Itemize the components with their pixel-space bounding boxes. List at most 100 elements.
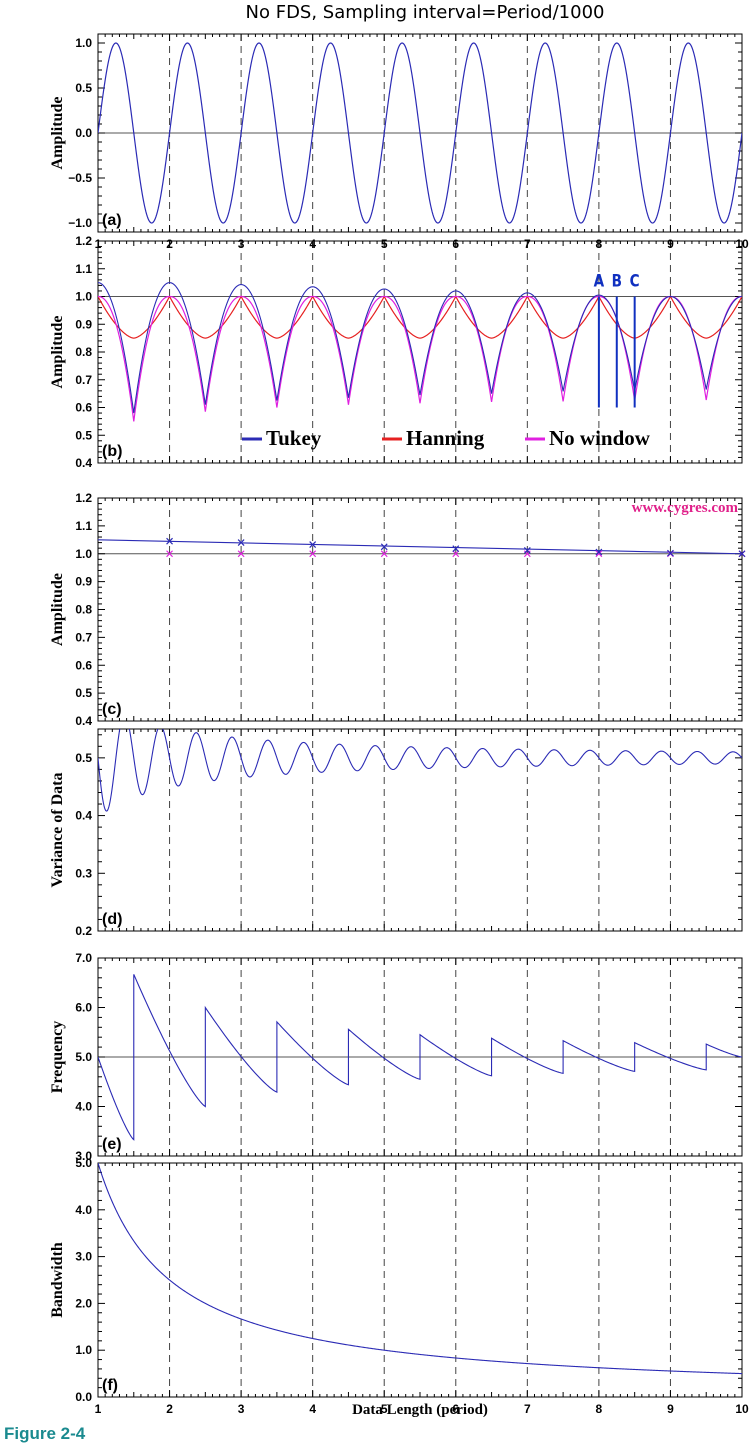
plot-area xyxy=(98,282,742,422)
y-tick-label: 0.6 xyxy=(75,401,92,415)
watermark-text: www.cygres.com xyxy=(632,500,739,516)
plot-area xyxy=(98,1163,742,1375)
series-line-variance xyxy=(98,729,742,812)
y-tick-label: 0.8 xyxy=(75,603,92,617)
marker-label-c: C xyxy=(630,271,640,291)
y-tick-label: 1.2 xyxy=(75,491,92,505)
series-line-nowindow xyxy=(98,295,742,422)
data-point-nowindow xyxy=(380,550,388,558)
y-tick-label: 0.4 xyxy=(75,456,92,470)
y-tick-label: 7.0 xyxy=(75,951,92,965)
plot-area xyxy=(98,974,742,1141)
y-tick-label: 5.0 xyxy=(75,1050,92,1064)
y-tick-label: 0.4 xyxy=(75,809,92,823)
y-tick-label: 0.2 xyxy=(75,924,92,938)
x-tick-label: 1 xyxy=(95,1402,102,1416)
x-tick-label: 9 xyxy=(667,1402,674,1416)
y-tick-label: 1.0 xyxy=(75,547,92,561)
x-tick-label: 10 xyxy=(735,1402,749,1416)
chart-panel-a: −1.0−0.50.00.51.012345678910Amplitude(a) xyxy=(49,33,749,251)
y-tick-label: 0.9 xyxy=(75,317,92,331)
x-tick-label: 7 xyxy=(524,1402,531,1416)
y-tick-label: 0.0 xyxy=(75,126,92,140)
panel-tag: (e) xyxy=(102,1136,122,1153)
y-axis-label: Variance of Data xyxy=(49,773,66,888)
data-point-tukey xyxy=(309,541,317,548)
y-tick-label: 0.5 xyxy=(75,686,92,700)
y-axis-label: Amplitude xyxy=(49,316,66,389)
y-tick-label: 5.0 xyxy=(75,1156,92,1170)
data-point-nowindow xyxy=(595,550,603,558)
series-line-hanning xyxy=(98,295,742,339)
y-tick-label: 0.6 xyxy=(75,658,92,672)
plot-frame xyxy=(97,728,743,932)
y-tick-label: −1.0 xyxy=(68,216,92,230)
data-point-nowindow xyxy=(166,550,173,558)
series-line-bandwidth xyxy=(98,1163,742,1375)
plot-frame xyxy=(97,1162,743,1398)
y-tick-label: 0.7 xyxy=(75,373,92,387)
plot-area xyxy=(98,539,742,555)
chart-panel-d: 0.2 0.3 0.4 0.5 Variance of Data (d) xyxy=(49,728,743,938)
panels-group: −1.0 −0.5 0.0 0.5 1.0 1 2 3 4 5 6 7 8 9 10 Amplitude (a)… xyxy=(49,33,749,1416)
data-point-tukey xyxy=(523,546,531,554)
chart-panel-f: 0.0 1.0 2.0 3.0 4.0 5.0 1 2 3 4 5 6 7 8 9 10 Bandwidth (f… xyxy=(49,1156,749,1416)
data-point-tukey xyxy=(166,537,173,545)
y-tick-label: 0.9 xyxy=(75,575,92,589)
data-point-tukey xyxy=(452,545,460,553)
panel-tag: (b) xyxy=(102,443,122,460)
y-tick-label: 4.0 xyxy=(75,1203,92,1217)
x-tick-label: 8 xyxy=(596,1402,603,1416)
data-point-nowindow xyxy=(452,550,460,558)
marker-label-b: B xyxy=(612,271,622,291)
y-axis-label: Bandwidth xyxy=(49,1242,66,1318)
y-tick-label: 1.2 xyxy=(75,234,92,248)
plot-area xyxy=(98,729,742,812)
chart-panel-e: 3.0 4.0 5.0 6.0 7.0 Frequency (e) xyxy=(49,951,743,1163)
data-point-tukey xyxy=(595,548,603,556)
y-tick-label: 0.5 xyxy=(75,751,92,765)
y-tick-label: 1.0 xyxy=(75,290,92,304)
data-point-tukey xyxy=(380,543,388,551)
legend-label-hanning: Hanning xyxy=(406,426,485,450)
series-line-frequency xyxy=(98,974,742,1141)
panel-tag: (c) xyxy=(102,701,122,718)
y-tick-label: 1.1 xyxy=(75,519,92,533)
panel-tag: (a) xyxy=(102,212,122,229)
y-tick-label: 0.8 xyxy=(75,345,92,359)
chart-panel-c: 0.4 0.5 0.6 0.7 0.8 0.9 1.0 1.1 1.2 Amplitude (c) w… xyxy=(49,491,746,728)
y-tick-label: 3.0 xyxy=(75,1149,92,1163)
y-tick-label: −0.5 xyxy=(68,171,92,185)
data-point-nowindow xyxy=(309,550,317,558)
x-tick-label: 6 xyxy=(452,1402,459,1416)
y-tick-label: 3.0 xyxy=(75,1250,92,1264)
y-tick-label: 2.0 xyxy=(75,1296,92,1310)
y-axis-label: Amplitude xyxy=(49,573,66,646)
plot-area xyxy=(98,42,742,224)
y-tick-label: 1.0 xyxy=(75,1343,92,1357)
chart-panel-b: 0.4 0.5 0.6 0.7 0.8 0.9 1.0 1.1 1.2 Amplitude (b) A… xyxy=(49,234,743,470)
data-point-nowindow xyxy=(237,550,245,558)
y-tick-label: 1.0 xyxy=(75,36,92,50)
y-tick-label: 0.4 xyxy=(75,714,92,728)
plot-frame xyxy=(97,497,743,722)
series-line-sine xyxy=(98,42,742,224)
figure-title: No FDS, Sampling interval=Period/1000 xyxy=(246,2,605,23)
y-axis-label: Frequency xyxy=(49,1021,66,1094)
x-axis-label: Data Length (period) xyxy=(352,1402,488,1418)
data-point-tukey xyxy=(237,539,245,547)
y-tick-label: 0.7 xyxy=(75,630,92,644)
legend-label-tukey: Tukey xyxy=(266,426,322,450)
y-tick-label: 6.0 xyxy=(75,1001,92,1015)
x-tick-label: 3 xyxy=(238,1402,245,1416)
y-tick-label: 0.5 xyxy=(75,428,92,442)
series-line-tukey xyxy=(98,539,742,555)
y-tick-label: 1.1 xyxy=(75,262,92,276)
x-tick-label: 5 xyxy=(381,1402,388,1416)
y-tick-label: 0.5 xyxy=(75,81,92,95)
data-point-tukey xyxy=(738,550,746,558)
figure-caption: Figure 2-4 xyxy=(4,1424,86,1443)
marker-label-a: A xyxy=(594,271,605,291)
y-tick-label: 0.0 xyxy=(75,1390,92,1404)
